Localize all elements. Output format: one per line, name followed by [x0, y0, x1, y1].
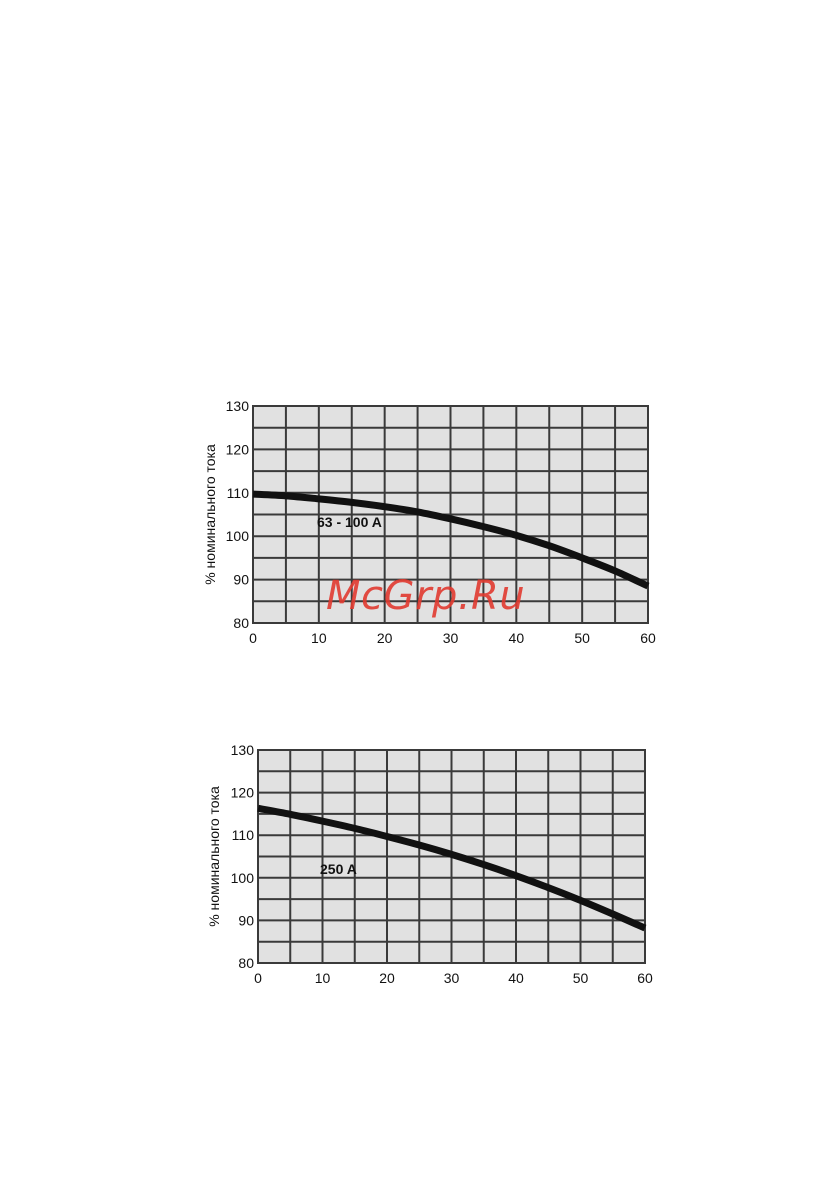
x-tick-label: 10	[311, 630, 327, 646]
chart-rated-current-250a: 0 10 20 30 40 50 60 80 90 100 110 120 130 % номинальн…	[0, 735, 840, 1000]
y-tick-label: 100	[231, 870, 255, 886]
x-tick-label: 50	[574, 630, 590, 646]
y-tick-label: 100	[226, 528, 250, 544]
x-tick-label: 30	[444, 970, 460, 986]
x-tick-label: 40	[509, 630, 525, 646]
y-tick-label: 90	[238, 912, 254, 928]
x-tick-label: 20	[379, 970, 395, 986]
series-label: 63 - 100 A	[317, 514, 382, 530]
series-label: 250 A	[320, 861, 357, 877]
x-tick-label: 60	[640, 630, 656, 646]
x-tick-label: 60	[637, 970, 653, 986]
y-tick-label: 80	[238, 955, 254, 971]
y-tick-label: 120	[231, 785, 255, 801]
y-tick-label: 110	[232, 827, 255, 843]
y-axis-title: % номинального тока	[202, 444, 218, 585]
x-tick-label: 10	[315, 970, 331, 986]
y-tick-label: 130	[226, 398, 250, 414]
x-tick-label: 0	[249, 630, 257, 646]
y-tick-label: 130	[231, 742, 255, 758]
y-tick-label: 80	[233, 615, 249, 631]
x-tick-label: 30	[443, 630, 459, 646]
watermark: McGrp.Ru	[326, 573, 526, 619]
chart-svg: 0 10 20 30 40 50 60 80 90 100 110 120 130 % номинальн…	[202, 398, 656, 646]
y-axis-title: % номинального тока	[206, 786, 222, 927]
x-tick-label: 40	[508, 970, 524, 986]
y-tick-label: 90	[233, 572, 249, 588]
x-tick-label: 0	[254, 970, 262, 986]
y-tick-label: 110	[227, 485, 250, 501]
chart-rated-current-63-100a: 0 10 20 30 40 50 60 80 90 100 110 120 130 % номинальн…	[0, 390, 840, 660]
x-tick-label: 50	[573, 970, 589, 986]
chart-svg: 0 10 20 30 40 50 60 80 90 100 110 120 130 % номинальн…	[206, 742, 653, 986]
x-tick-label: 20	[377, 630, 393, 646]
series-curve	[252, 490, 650, 590]
y-tick-label: 120	[226, 441, 250, 457]
series-curve	[257, 804, 647, 932]
